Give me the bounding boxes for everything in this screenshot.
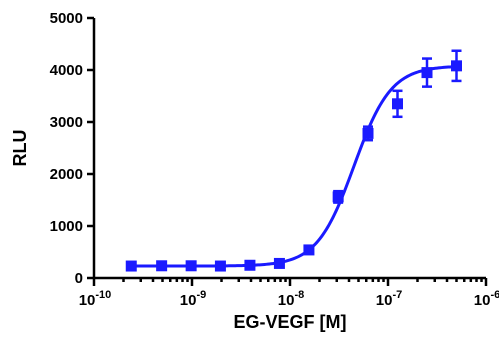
y-tick-label: 0	[75, 270, 83, 287]
data-point	[362, 127, 374, 139]
x-tick-label: 10-7	[376, 289, 402, 309]
y-axis-title: RLU	[10, 130, 30, 167]
x-tick-label: 10-6	[474, 289, 499, 309]
y-tick-label: 5000	[50, 10, 83, 27]
x-axis-ticks: 10-10 10-9 10-8 10-7 10-6	[79, 278, 499, 309]
y-tick-label: 2000	[50, 166, 83, 183]
x-tick-exponent: -8	[294, 289, 304, 301]
data-point	[156, 260, 168, 272]
x-tick-exponent: -6	[490, 289, 499, 301]
y-tick-label: 3000	[50, 114, 83, 131]
x-tick-exponent: -10	[95, 289, 111, 301]
data-points	[125, 49, 462, 272]
x-axis-title: EG-VEGF [M]	[234, 312, 347, 332]
x-tick-label: 10-10	[79, 289, 112, 309]
data-point	[391, 98, 403, 110]
x-tick-base: 10	[180, 292, 197, 309]
y-tick-label: 1000	[50, 218, 83, 235]
data-point	[214, 260, 226, 272]
data-point	[185, 260, 197, 272]
x-tick-label: 10-8	[278, 289, 304, 309]
data-point	[125, 260, 137, 272]
data-point	[421, 67, 433, 79]
x-tick-label: 10-9	[180, 289, 206, 309]
data-point	[273, 257, 285, 269]
x-tick-exponent: -7	[392, 289, 402, 301]
x-tick-base: 10	[474, 292, 491, 309]
y-axis-ticks: 0 1000 2000 3000 4000 5000	[50, 10, 94, 287]
x-tick-exponent: -9	[196, 289, 206, 301]
data-point	[244, 259, 256, 271]
y-tick-label: 4000	[50, 62, 83, 79]
x-tick-base: 10	[278, 292, 295, 309]
data-point	[332, 191, 344, 203]
data-point	[303, 244, 315, 256]
x-tick-base: 10	[376, 292, 393, 309]
fit-curve	[131, 65, 457, 268]
data-point	[450, 60, 462, 72]
x-tick-base: 10	[79, 292, 96, 309]
